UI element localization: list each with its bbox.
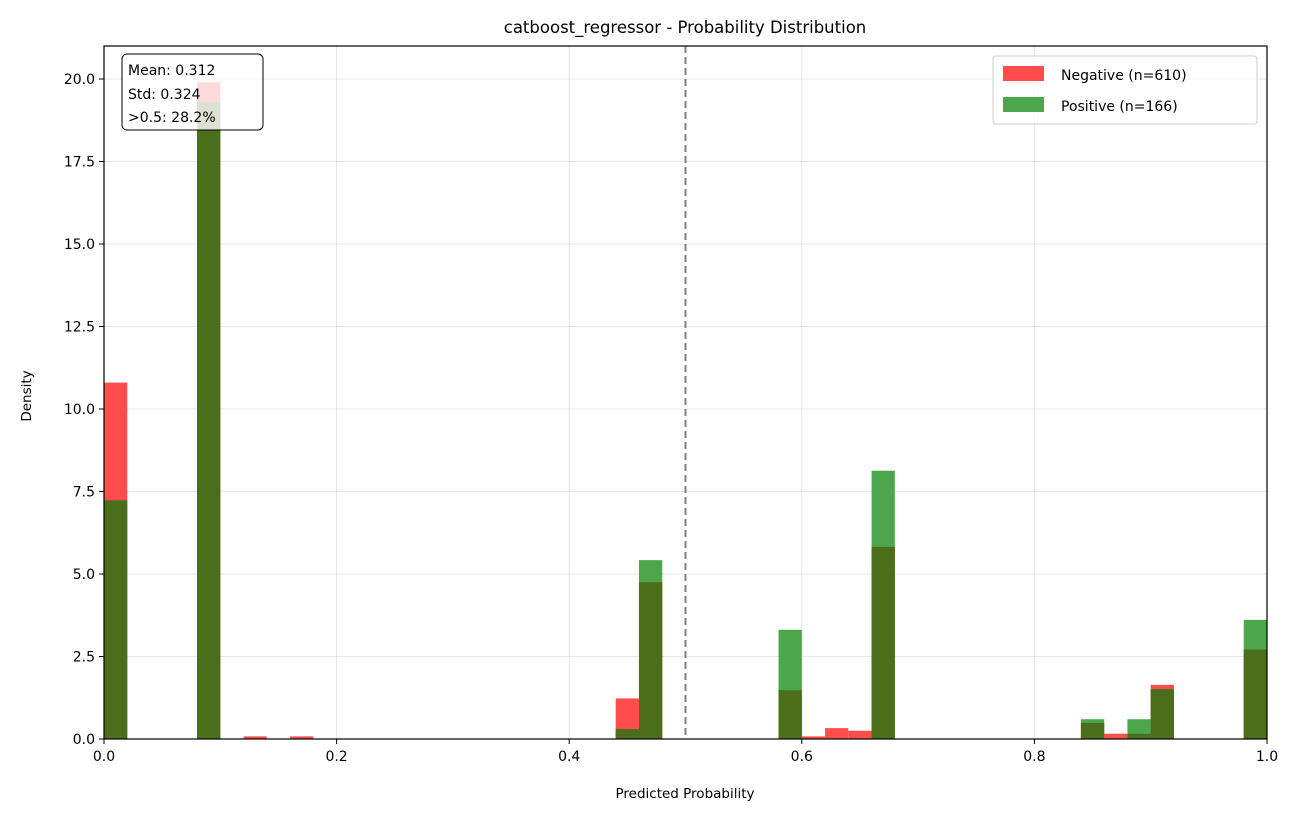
bar-overlap <box>1150 689 1174 739</box>
y-tick-label: 20.0 <box>64 72 95 88</box>
bar-overlap <box>1243 649 1267 739</box>
bar-overlap <box>871 546 895 739</box>
stats-box: Mean: 0.312 Std: 0.324 >0.5: 28.2% <box>121 53 264 131</box>
x-tick-label: 0.8 <box>1023 749 1045 765</box>
bar-overlap <box>1127 733 1151 739</box>
bar-negative <box>290 736 314 739</box>
x-tick-label: 0.6 <box>791 749 813 765</box>
y-tick-label: 12.5 <box>64 320 95 336</box>
x-tick-label: 0.2 <box>325 749 347 765</box>
chart-title: catboost_regressor - Probability Distrib… <box>504 18 867 38</box>
bar-negative <box>848 730 872 739</box>
y-tick-label: 2.5 <box>73 650 95 666</box>
legend-swatch-positive <box>1003 97 1044 112</box>
y-tick-label: 15.0 <box>64 237 95 253</box>
stats-std: Std: 0.324 <box>128 87 201 103</box>
bar-overlap <box>197 102 221 740</box>
y-tick-label: 0.0 <box>73 732 95 748</box>
histogram-bars <box>104 82 1267 740</box>
x-tick-label: 0.4 <box>558 749 580 765</box>
bar-negative <box>825 728 849 739</box>
y-axis: 0.0 2.5 5.0 7.5 10.0 12.5 15.0 17.5 20.0 <box>64 72 104 748</box>
bar-overlap <box>615 729 639 739</box>
plot-frame <box>103 45 1268 740</box>
legend-label-positive: Positive (n=166) <box>1061 99 1178 115</box>
stats-box-frame <box>121 53 264 131</box>
bar-overlap <box>1080 722 1105 739</box>
x-axis: 0.0 0.2 0.4 0.6 0.8 1.0 <box>93 739 1278 765</box>
x-tick-label: 0.0 <box>93 749 115 765</box>
bar-negative <box>801 736 826 739</box>
x-axis-label: Predicted Probability <box>615 786 754 802</box>
bar-negative <box>1104 733 1128 739</box>
x-tick-label: 1.0 <box>1256 749 1278 765</box>
bar-overlap <box>104 500 128 739</box>
y-axis-label: Density <box>19 370 35 421</box>
bar-negative <box>615 698 639 739</box>
stats-above-threshold: >0.5: 28.2% <box>128 110 216 126</box>
y-tick-label: 17.5 <box>64 155 95 171</box>
bar-negative <box>243 736 267 739</box>
legend: Negative (n=610) Positive (n=166) <box>992 55 1258 125</box>
bar-overlap <box>638 582 663 739</box>
legend-label-negative: Negative (n=610) <box>1061 68 1187 84</box>
legend-swatch-negative <box>1003 66 1044 81</box>
bar-overlap <box>778 690 802 739</box>
y-tick-label: 5.0 <box>73 567 95 583</box>
legend-frame <box>992 55 1258 125</box>
stats-mean: Mean: 0.312 <box>128 63 215 79</box>
y-tick-label: 7.5 <box>73 485 95 501</box>
y-tick-label: 10.0 <box>64 402 95 418</box>
